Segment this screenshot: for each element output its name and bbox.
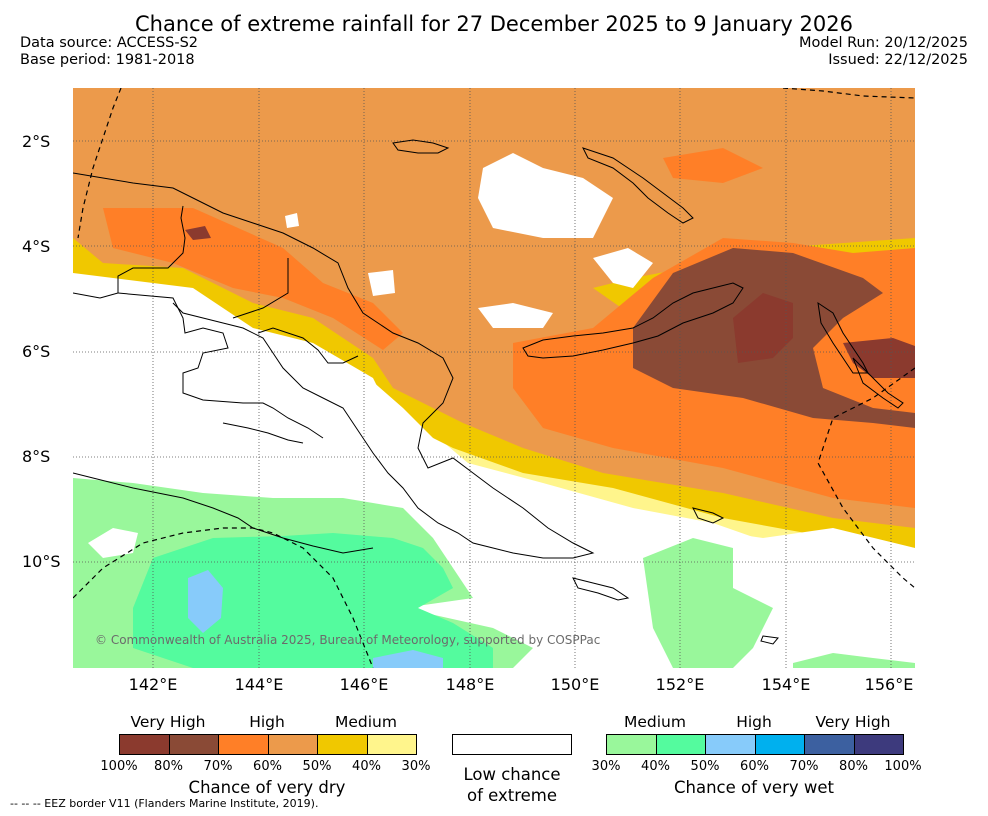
wet-swatch-3 xyxy=(754,734,805,755)
rainfall-map xyxy=(73,88,915,668)
dry-80-region-east xyxy=(843,338,915,378)
wet-tick-4: 70% xyxy=(789,759,819,774)
wet-swatch-0 xyxy=(606,734,657,755)
copyright-text: © Commonwealth of Australia 2025, Bureau… xyxy=(95,633,601,647)
dry-swatch-3 xyxy=(267,734,318,755)
wet-50-region-south xyxy=(373,650,443,668)
dry-tick-6: 30% xyxy=(401,759,431,774)
eez-note: -- -- -- EEZ border V11 (Flanders Marine… xyxy=(10,797,319,810)
dry-swatch-0 xyxy=(119,734,170,755)
lon-label-144e: 144°E xyxy=(234,675,284,694)
low-chance-region xyxy=(73,288,463,498)
data-source-text: Data source: ACCESS-S2 xyxy=(20,35,199,51)
dry-swatch-5 xyxy=(366,734,417,755)
dry-level-medium: Medium xyxy=(335,713,397,731)
lon-label-154e: 154°E xyxy=(761,675,811,694)
map-canvas xyxy=(73,88,915,668)
run-info: Model Run: 20/12/2025 Issued: 22/12/2025 xyxy=(799,35,968,69)
dry-tick-2: 70% xyxy=(203,759,233,774)
low-chance-west xyxy=(88,528,138,558)
dry-tick-3: 60% xyxy=(253,759,282,774)
dry-level-very-high: Very High xyxy=(130,713,206,731)
dry-tick-0: 100% xyxy=(100,759,138,774)
lon-label-148e: 148°E xyxy=(445,675,495,694)
eez-borders xyxy=(73,88,915,668)
dry-tick-5: 40% xyxy=(352,759,381,774)
wet-tick-2: 50% xyxy=(690,759,720,774)
dry-swatch-4 xyxy=(317,734,368,755)
dry-tick-1: 80% xyxy=(154,759,183,774)
lon-label-150e: 150°E xyxy=(550,675,600,694)
wet-tick-0: 30% xyxy=(591,759,621,774)
lat-label-6s: 6°S xyxy=(22,342,51,361)
wet-level-medium: Medium xyxy=(624,713,686,731)
wet-30-region-far-east xyxy=(793,653,915,668)
wet-swatch-5 xyxy=(853,734,904,755)
lat-label-4s: 4°S xyxy=(22,237,51,256)
low-chance-caption: Low chance of extreme xyxy=(432,764,592,806)
low-chance-southeast xyxy=(373,528,915,668)
wet-tick-1: 40% xyxy=(641,759,670,774)
dry-60-region-north xyxy=(663,148,763,183)
lon-label-156e: 156°E xyxy=(864,675,914,694)
low-chance-hole-2 xyxy=(478,303,553,328)
lon-label-142e: 142°E xyxy=(128,675,178,694)
model-run-text: Model Run: 20/12/2025 xyxy=(798,35,968,51)
wet-swatch-2 xyxy=(705,734,756,755)
wet-tick-6: 100% xyxy=(884,759,922,774)
dry-swatch-2 xyxy=(218,734,269,755)
dry-level-high: High xyxy=(249,713,285,731)
wet-40-region xyxy=(133,533,493,668)
lon-label-152e: 152°E xyxy=(655,675,705,694)
lat-label-2s: 2°S xyxy=(22,132,51,151)
issued-text: Issued: 22/12/2025 xyxy=(828,52,968,68)
wet-level-high: High xyxy=(736,713,772,731)
wet-tick-3: 60% xyxy=(740,759,769,774)
lat-label-10s: 10°S xyxy=(22,552,61,571)
wet-50-region xyxy=(188,570,223,633)
wet-level-very-high: Very High xyxy=(815,713,891,731)
lat-label-8s: 8°S xyxy=(22,447,51,466)
base-period-text: Base period: 1981-2018 xyxy=(20,52,195,68)
low-chance-hole-4 xyxy=(368,270,395,296)
wet-swatch-1 xyxy=(655,734,706,755)
dry-80-region-small xyxy=(185,226,211,240)
low-chance-hole-1 xyxy=(478,153,613,238)
wet-swatch-4 xyxy=(804,734,855,755)
coastlines xyxy=(73,139,904,645)
low-chance-swatch xyxy=(452,734,572,755)
grid-lines xyxy=(73,88,915,668)
wet-30-region-east xyxy=(643,538,773,668)
dry-80-region xyxy=(733,293,793,363)
wet-caption: Chance of very wet xyxy=(674,778,834,797)
wet-tick-5: 80% xyxy=(839,759,868,774)
dry-caption: Chance of very dry xyxy=(188,778,346,797)
low-chance-line-2: of extreme xyxy=(466,786,558,805)
dry-60-region xyxy=(103,208,403,350)
lon-label-146e: 146°E xyxy=(339,675,389,694)
source-info: Data source: ACCESS-S2 Base period: 1981… xyxy=(20,35,198,69)
dry-swatch-1 xyxy=(168,734,219,755)
map-title: Chance of extreme rainfall for 27 Decemb… xyxy=(135,12,853,36)
dry-tick-4: 50% xyxy=(302,759,332,774)
low-chance-hole-5 xyxy=(285,213,299,228)
low-chance-hole-3 xyxy=(593,248,653,288)
low-chance-line-1: Low chance xyxy=(463,765,561,784)
